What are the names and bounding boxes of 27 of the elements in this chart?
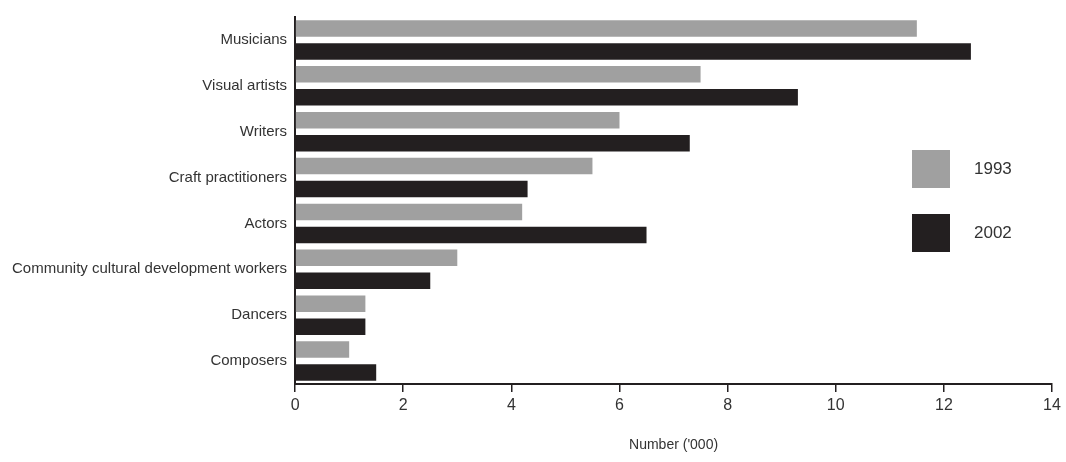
y-tick-label: Composers xyxy=(210,351,288,369)
bar xyxy=(295,341,350,358)
y-tick-label: Visual artists xyxy=(202,75,288,93)
y-tick-label: Musicians xyxy=(220,30,288,48)
x-tick-label: 12 xyxy=(934,396,953,414)
x-tick-label: 10 xyxy=(826,396,845,414)
x-tick-label: 14 xyxy=(1043,396,1061,414)
x-tick-label: 8 xyxy=(723,396,733,414)
bar xyxy=(295,295,366,312)
bar xyxy=(295,157,593,175)
bar xyxy=(295,20,917,37)
x-tick-label: 0 xyxy=(290,396,300,414)
y-tick-label: Writers xyxy=(239,121,288,139)
x-tick-label: 6 xyxy=(615,396,625,414)
x-axis-title: Number ('000) xyxy=(629,436,719,453)
legend-label: 2002 xyxy=(974,222,1012,243)
bar xyxy=(295,203,523,221)
bar xyxy=(295,249,458,267)
y-tick-label: Dancers xyxy=(231,305,288,323)
bar xyxy=(295,66,701,83)
y-tick-label: Actors xyxy=(244,213,288,231)
legend-label: 1993 xyxy=(974,158,1012,179)
y-tick-label: Craft practitioners xyxy=(168,167,288,185)
x-tick-label: 4 xyxy=(506,396,516,414)
bar xyxy=(295,111,620,129)
x-tick-label: 2 xyxy=(398,396,408,414)
y-tick-label: Community cultural development workers xyxy=(12,259,288,277)
